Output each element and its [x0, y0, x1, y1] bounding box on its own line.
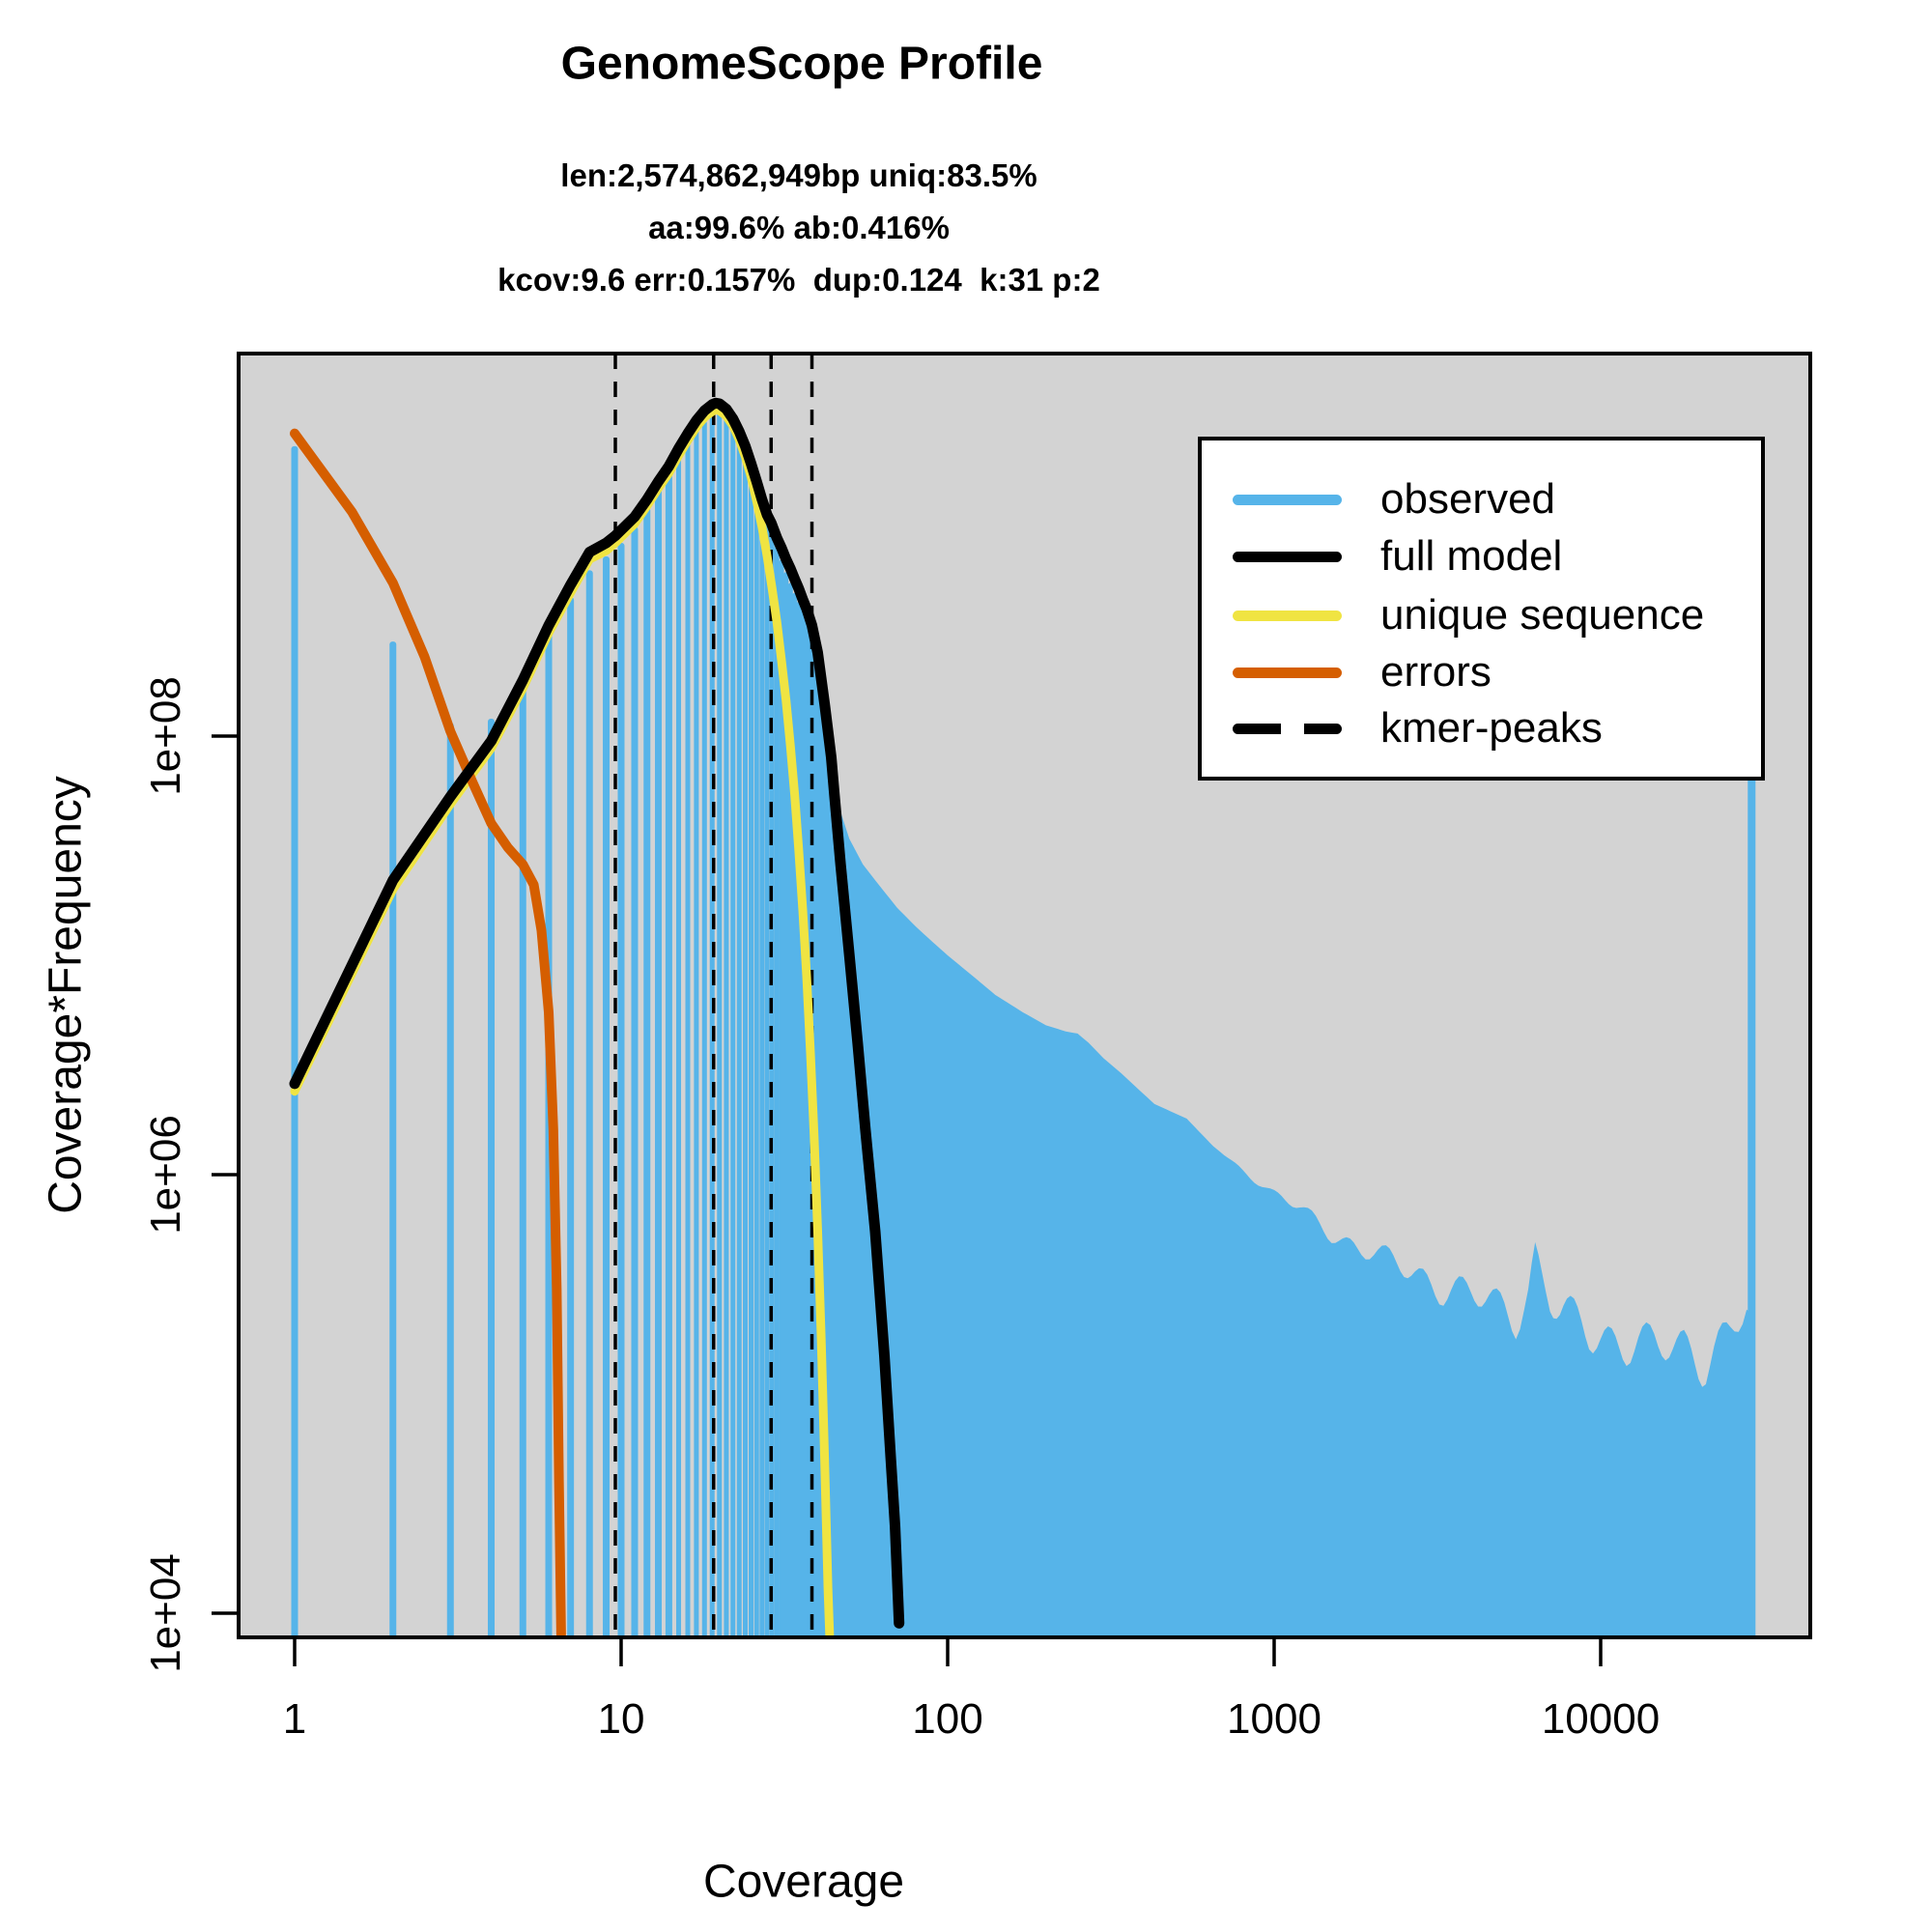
subtitle-line-2: aa:99.6% ab:0.416%	[648, 210, 950, 245]
legend-box: observed full model unique sequence erro…	[1198, 437, 1765, 781]
y-tick-label-1e08: 1e+08	[142, 676, 189, 796]
x-axis-title: Coverage	[702, 1856, 905, 1908]
x-tick-label-1: 1	[282, 1695, 307, 1743]
x-tick-label-1000: 1000	[1227, 1695, 1321, 1743]
subtitle-line-1: len:2,574,862,949bp uniq:83.5%	[560, 157, 1037, 193]
errors-line-swatch-icon	[1233, 667, 1342, 678]
y-tick-label-1e06: 1e+06	[142, 1115, 189, 1235]
legend-label: unique sequence	[1380, 591, 1705, 639]
x-tick-label-10: 10	[597, 1695, 645, 1743]
legend-item-kmer-peaks: kmer-peaks	[1202, 704, 1761, 752]
y-tick-label-1e04: 1e+04	[142, 1553, 189, 1673]
x-tick-label-100: 100	[912, 1695, 983, 1743]
x-tick-label-10000: 10000	[1541, 1695, 1661, 1743]
legend-label: errors	[1380, 648, 1492, 696]
y-axis-title: Coverage*Frequency	[40, 776, 92, 1214]
kmer-peaks-dashed-swatch-icon	[1233, 723, 1342, 734]
legend-item-errors: errors	[1202, 648, 1761, 696]
legend-item-unique-sequence: unique sequence	[1202, 591, 1761, 639]
legend-item-full-model: full model	[1202, 532, 1761, 580]
legend-label: kmer-peaks	[1380, 704, 1603, 752]
legend-label: observed	[1380, 475, 1556, 523]
observed-line-swatch-icon	[1233, 494, 1342, 505]
full-model-line-swatch-icon	[1233, 551, 1342, 562]
page-title: GenomeScope Profile	[560, 38, 1043, 90]
unique-sequence-line-swatch-icon	[1233, 610, 1342, 621]
subtitle-line-3: kcov:9.6 err:0.157% dup:0.124 k:31 p:2	[497, 262, 1100, 298]
legend-label: full model	[1380, 532, 1563, 580]
legend-item-observed: observed	[1202, 475, 1761, 523]
